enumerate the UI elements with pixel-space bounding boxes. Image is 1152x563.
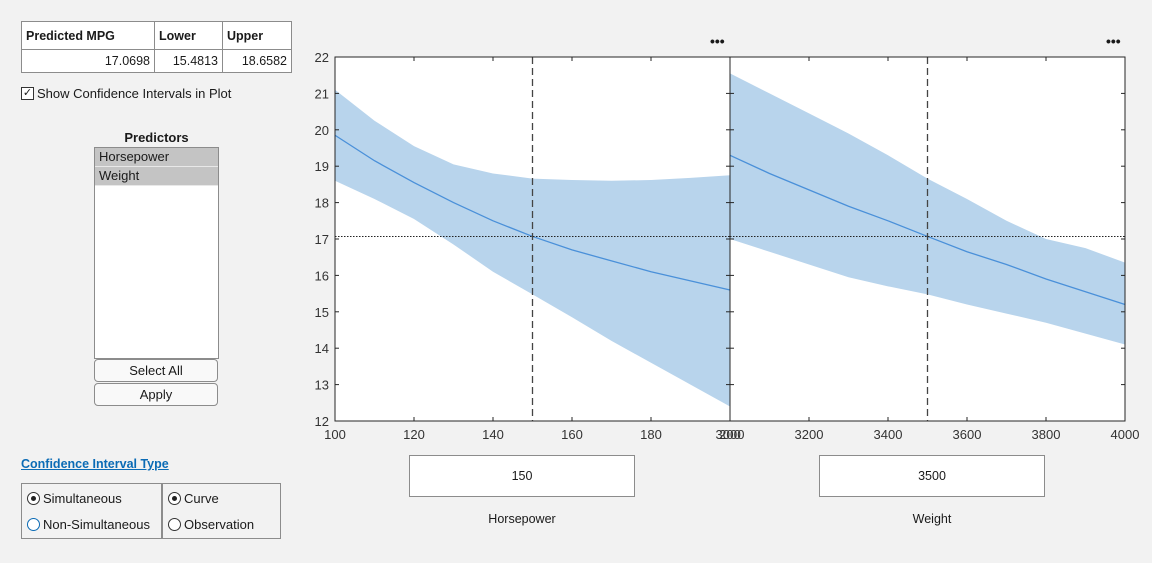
- predictors-title: Predictors: [124, 130, 189, 145]
- y-tick-label: 12: [315, 414, 329, 429]
- x-tick-label: 140: [482, 427, 504, 442]
- show-ci-checkbox-row[interactable]: ✓ Show Confidence Intervals in Plot: [21, 86, 231, 101]
- column-header: Upper: [222, 21, 292, 50]
- y-tick-label: 20: [315, 123, 329, 138]
- prediction-plots[interactable]: 100 120 140 160 180 200 12 13 14 15 16 17 18 19 20 21 22…: [0, 0, 1152, 450]
- ellipsis-icon[interactable]: •••: [1106, 33, 1121, 49]
- non-simultaneous-radio[interactable]: [27, 518, 40, 531]
- prediction-table: Predicted MPG Lower Upper 17.0698 15.481…: [21, 21, 292, 73]
- y-tick-label: 14: [315, 341, 329, 356]
- x-tick-label: 3400: [874, 427, 903, 442]
- x-tick-label: 4000: [1111, 427, 1140, 442]
- x-tick-label: 3600: [953, 427, 982, 442]
- weight-axis-name: Weight: [912, 512, 952, 526]
- non-simultaneous-label: Non-Simultaneous: [43, 517, 150, 532]
- predictors-listbox[interactable]: Horsepower Weight: [94, 147, 219, 359]
- y-tick-label: 17: [315, 232, 329, 247]
- predicted-mpg-value: 17.0698: [21, 49, 155, 73]
- x-tick-label: 120: [403, 427, 425, 442]
- y-tick-label: 21: [315, 86, 329, 101]
- non-simultaneous-option[interactable]: Non-Simultaneous: [27, 517, 150, 532]
- simultaneous-label: Simultaneous: [43, 491, 122, 506]
- x-tick-label: 180: [640, 427, 662, 442]
- x-tick-label: 200: [719, 427, 741, 442]
- x-tick-label: 100: [324, 427, 346, 442]
- curve-radio-group: Curve Observation: [162, 483, 281, 539]
- x-tick-label: 3200: [795, 427, 824, 442]
- x-tick-label: 3800: [1032, 427, 1061, 442]
- ci-type-link[interactable]: Confidence Interval Type: [21, 457, 169, 471]
- upper-value: 18.6582: [222, 49, 292, 73]
- horsepower-value-input[interactable]: 150: [409, 455, 635, 497]
- y-tick-label: 13: [315, 378, 329, 393]
- x-tick-label: 160: [561, 427, 583, 442]
- y-tick-label: 15: [315, 305, 329, 320]
- ellipsis-icon[interactable]: •••: [710, 33, 725, 49]
- show-ci-checkbox[interactable]: ✓: [21, 87, 34, 100]
- y-tick-label: 19: [315, 159, 329, 174]
- simultaneous-option[interactable]: Simultaneous: [27, 491, 122, 506]
- list-item-horsepower[interactable]: Horsepower: [95, 148, 218, 167]
- table-row: 17.0698 15.4813 18.6582: [21, 49, 292, 73]
- weight-value-input[interactable]: 3500: [819, 455, 1045, 497]
- horsepower-axis-name: Horsepower: [488, 512, 556, 526]
- curve-option[interactable]: Curve: [168, 491, 219, 506]
- y-tick-label: 16: [315, 268, 329, 283]
- observation-radio[interactable]: [168, 518, 181, 531]
- column-header: Lower: [154, 21, 223, 50]
- y-tick-label: 22: [315, 50, 329, 65]
- curve-label: Curve: [184, 491, 219, 506]
- lower-value: 15.4813: [154, 49, 223, 73]
- select-all-button[interactable]: Select All: [94, 359, 218, 382]
- y-tick-label: 18: [315, 196, 329, 211]
- table-header-row: Predicted MPG Lower Upper: [21, 21, 292, 50]
- observation-label: Observation: [184, 517, 255, 532]
- curve-radio[interactable]: [168, 492, 181, 505]
- x-tick-label: 3000: [716, 427, 745, 442]
- simultaneous-radio-group: Simultaneous Non-Simultaneous: [21, 483, 162, 539]
- confidence-band: [730, 73, 1125, 345]
- observation-option[interactable]: Observation: [168, 517, 254, 532]
- simultaneous-radio[interactable]: [27, 492, 40, 505]
- list-item-weight[interactable]: Weight: [95, 167, 218, 186]
- apply-button[interactable]: Apply: [94, 383, 218, 406]
- show-ci-label: Show Confidence Intervals in Plot: [37, 86, 232, 101]
- column-header: Predicted MPG: [21, 21, 155, 50]
